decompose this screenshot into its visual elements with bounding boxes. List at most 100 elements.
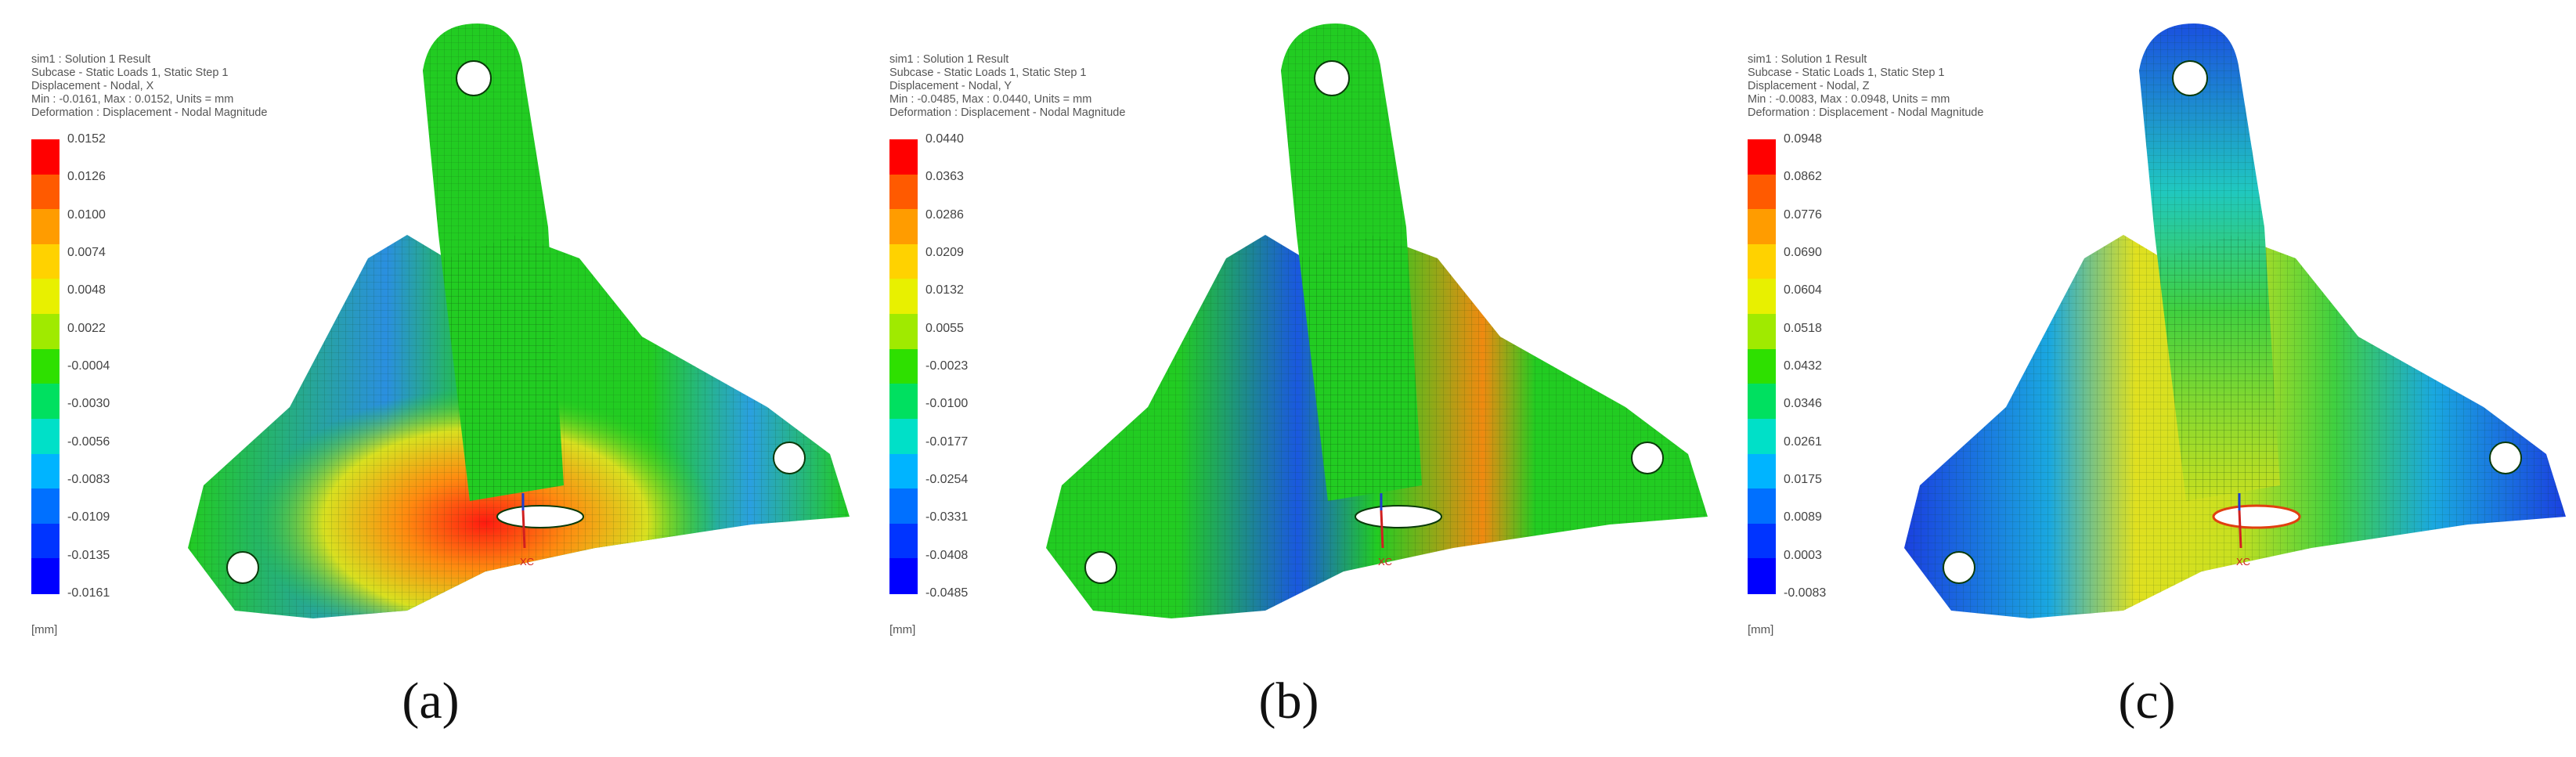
legend-tick-label: -0.0083 [1784,586,1827,600]
info-line: Subcase - Static Loads 1, Static Step 1 [1748,67,1945,79]
mount-hole [2489,442,2522,474]
unit-label-c: [mm] [1748,623,1774,636]
legend-tick-label: -0.0030 [67,397,110,411]
info-line: Subcase - Static Loads 1, Static Step 1 [31,67,229,79]
legend-tick-label: -0.0408 [925,548,969,562]
legend-tick-label: -0.0004 [67,359,110,373]
info-line: Displacement - Nodal, Y [889,80,1012,92]
result-info-b: sim1 : Solution 1 Result Subcase - Stati… [889,53,1125,120]
legend-tick-label: 0.0346 [1784,397,1822,411]
legend-swatch [1748,523,1776,560]
legend-tick-label: 0.0132 [925,283,964,297]
legend-tick-label: -0.0100 [925,397,969,411]
legend-swatch [1748,314,1776,350]
panel-c: sim1 : Solution 1 Result Subcase - Stati… [1716,0,2574,757]
legend-tick-label: 0.0604 [1784,283,1822,297]
legend-tick-label: 0.0003 [1784,548,1822,562]
info-line: Deformation : Displacement - Nodal Magni… [31,106,268,119]
legend-tick-label: -0.0177 [925,434,969,449]
legend-swatch [1748,139,1776,175]
legend-swatch [1748,243,1776,280]
legend-swatch [31,384,60,420]
result-info-c: sim1 : Solution 1 Result Subcase - Stati… [1748,53,1983,120]
legend-swatch [1748,279,1776,315]
legend-tick-label: -0.0254 [925,473,969,486]
caption-a: (a) [402,672,460,730]
caption-c: (c) [2118,672,2176,730]
legend-tick-label: 0.0286 [925,207,964,222]
legend-swatch [889,453,918,490]
legend-swatch [889,279,918,315]
caption-b: (b) [1258,672,1319,730]
legend-tick-label: -0.0056 [67,434,110,449]
legend-swatch [889,523,918,560]
legend-swatch [31,348,60,385]
info-line: sim1 : Solution 1 Result [889,53,1009,66]
legend-tick-label: 0.0089 [1784,510,1822,524]
legend-swatch [1748,488,1776,524]
legend-tick-label: 0.0152 [67,132,106,146]
legend-swatch [31,523,60,560]
legend-swatch [1748,453,1776,490]
info-line: Deformation : Displacement - Nodal Magni… [889,106,1126,119]
legend-swatch [889,139,918,175]
center-hole [2212,504,2301,529]
legend-tick-label: 0.0948 [1784,132,1822,146]
legend-tick-label: 0.0074 [67,246,106,259]
unit-label-b: [mm] [889,623,916,636]
legend-swatch [31,209,60,245]
legend-swatch [31,174,60,211]
center-hole [496,505,584,528]
legend-tick-label: 0.0261 [1784,434,1822,449]
legend-swatch [31,418,60,455]
legend-tick-label: 0.0022 [67,321,106,335]
center-hole [1355,505,1442,528]
info-line: Min : -0.0161, Max : 0.0152, Units = mm [31,93,234,106]
legend-swatch [889,384,918,420]
mount-hole [1314,60,1350,96]
info-line: Displacement - Nodal, Z [1748,80,1870,92]
legend-swatch [31,488,60,524]
info-line: Min : -0.0083, Max : 0.0948, Units = mm [1748,93,1950,106]
color-legend-c: 0.0948 0.0862 0.0776 0.0690 0.0604 0.0518 0.04… [1748,132,1826,600]
info-line: Deformation : Displacement - Nodal Magni… [1748,106,1984,119]
unit-label-a: [mm] [31,623,58,636]
info-line: Min : -0.0485, Max : 0.0440, Units = mm [889,93,1092,106]
legend-swatch [1748,348,1776,385]
legend-tick-label: 0.0175 [1784,473,1822,486]
legend-tick-label: 0.0209 [925,246,964,259]
legend-swatch [889,558,918,594]
legend-tick-label: 0.0048 [67,283,106,297]
legend-swatch [31,243,60,280]
legend-swatch [31,453,60,490]
legend-swatch [31,558,60,594]
result-info-a: sim1 : Solution 1 Result Subcase - Stati… [31,53,267,120]
legend-swatch [1748,209,1776,245]
bracket-model-b: XC [1046,23,1708,618]
bracket-model-c: XC [1904,23,2566,618]
legend-swatch [889,314,918,350]
axis-label-a: XC [520,556,534,568]
axis-label-b: XC [1378,556,1392,568]
legend-swatch [889,174,918,211]
legend-tick-label: 0.0055 [925,321,964,335]
legend-tick-label: 0.0862 [1784,170,1822,184]
mount-hole [1084,551,1117,584]
legend-swatch [889,488,918,524]
legend-swatch [889,243,918,280]
legend-tick-label: -0.0023 [925,359,969,373]
color-legend-b: 0.0440 0.0363 0.0286 0.0209 0.0132 0.0055 -0.0… [889,132,968,600]
info-line: Subcase - Static Loads 1, Static Step 1 [889,67,1087,79]
info-line: sim1 : Solution 1 Result [31,53,151,66]
legend-tick-label: -0.0485 [925,586,969,600]
legend-swatch [1748,558,1776,594]
mount-hole [456,60,492,96]
legend-swatch [31,279,60,315]
info-line: sim1 : Solution 1 Result [1748,53,1867,66]
legend-tick-label: -0.0109 [67,510,110,524]
legend-tick-label: 0.0690 [1784,246,1822,259]
legend-tick-label: 0.0518 [1784,321,1822,335]
panel-b: sim1 : Solution 1 Result Subcase - Stati… [858,0,1716,757]
legend-tick-label: -0.0083 [67,473,110,486]
legend-tick-label: 0.0440 [925,132,964,146]
